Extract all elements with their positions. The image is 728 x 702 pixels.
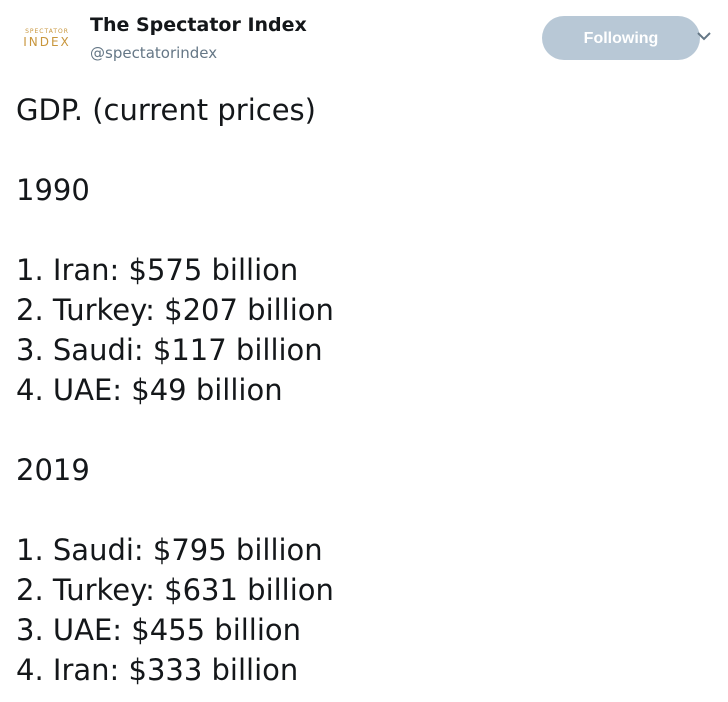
spacer — [16, 210, 334, 250]
account-name[interactable]: The Spectator Index — [90, 14, 307, 36]
spacer — [16, 410, 334, 450]
spacer — [16, 490, 334, 530]
ranking-item: 1. Iran: $575 billion — [16, 253, 299, 287]
ranking-item: 3. UAE: $455 billion — [16, 613, 302, 647]
logo: SPECTATOR INDEX — [16, 28, 78, 49]
ranking-item: 1. Saudi: $795 billion — [16, 533, 323, 567]
ranking-item: 4. UAE: $49 billion — [16, 373, 283, 407]
ranking-item: 2. Turkey: $631 billion — [16, 573, 334, 607]
ranking-item: 2. Turkey: $207 billion — [16, 293, 334, 327]
logo-top: SPECTATOR — [25, 28, 69, 35]
logo-bottom: INDEX — [23, 35, 71, 49]
following-button[interactable]: Following — [542, 16, 700, 60]
ranking-item: 4. Iran: $333 billion — [16, 653, 299, 687]
spacer — [16, 130, 334, 170]
tweet-title: GDP. (current prices) — [16, 93, 316, 127]
menu-chevron[interactable] — [696, 30, 712, 42]
tweet-text: GDP. (current prices) 1990 1. Iran: $575 … — [16, 90, 334, 690]
year: 2019 — [16, 453, 90, 487]
year: 1990 — [16, 173, 90, 207]
ranking-item: 3. Saudi: $117 billion — [16, 333, 323, 367]
account-handle[interactable]: @spectatorindex — [90, 44, 218, 62]
